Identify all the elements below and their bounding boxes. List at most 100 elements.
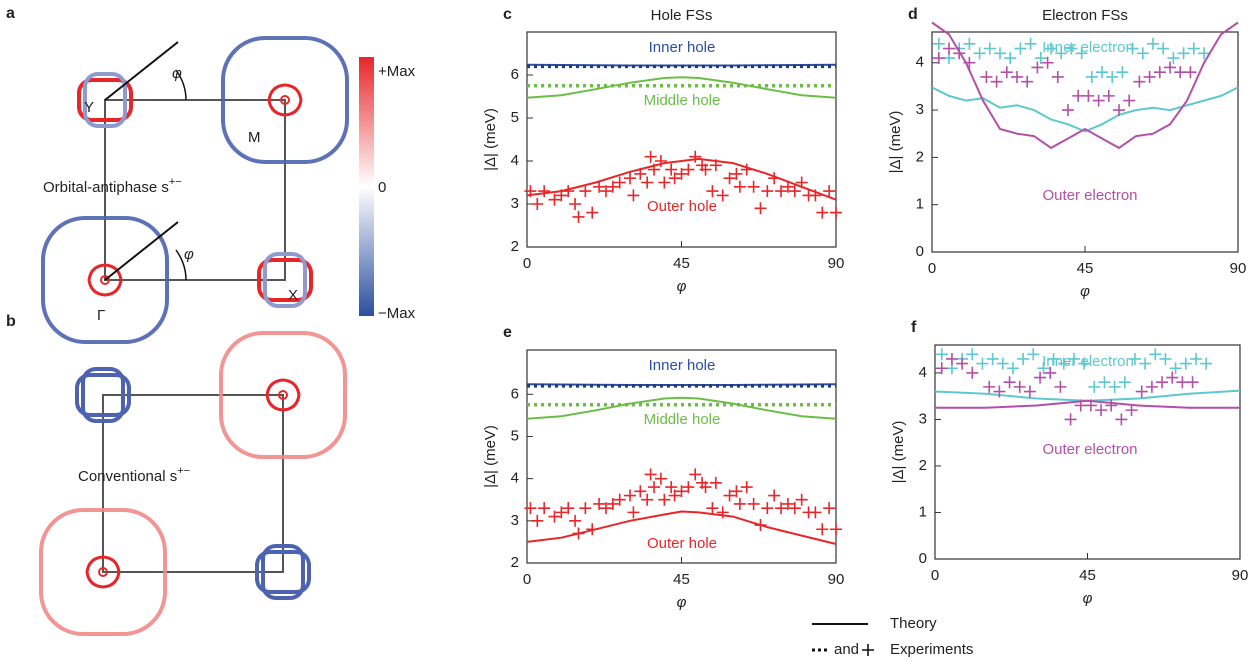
experiment-point: [682, 481, 695, 494]
y-tick-label: 6: [511, 66, 519, 83]
legend-experiment-swatch: [862, 644, 874, 656]
experiment-point: [613, 493, 626, 506]
colorbar-label: 0: [378, 179, 386, 196]
experiment-point: [579, 185, 592, 198]
experiment-point: [723, 489, 736, 502]
caption-text: Conventional s: [78, 468, 177, 485]
experiment-point: [716, 189, 729, 202]
theory-line: [931, 21, 1239, 150]
y-tick-label: 4: [511, 152, 519, 169]
experiment-point: [579, 502, 592, 515]
experiment-point: [675, 167, 688, 180]
experiment-point: [945, 352, 958, 365]
experiment-point: [956, 357, 969, 370]
y-tick-label: 1: [919, 503, 927, 520]
series-label: Inner electron: [1042, 353, 1134, 370]
fermi-pocket: [280, 95, 290, 105]
experiment-point: [740, 163, 753, 176]
experiment-point: [1037, 362, 1050, 375]
experiment-point: [548, 510, 561, 523]
caption: Orbital-antiphase s+−: [43, 176, 182, 196]
chart-title: Electron FSs: [1042, 7, 1128, 24]
experiment-point: [994, 47, 1006, 60]
experiment-point: [830, 206, 842, 219]
x-tick-label: 45: [673, 255, 690, 272]
y-tick-label: 3: [511, 512, 519, 529]
experiment-point: [1064, 413, 1077, 426]
experiment-point: [1057, 357, 1070, 370]
experiment-point: [761, 185, 774, 198]
experiment-point: [1017, 352, 1030, 365]
experiment-point: [963, 37, 976, 50]
experiment-point: [569, 198, 582, 210]
theory-line: [526, 510, 837, 545]
experiment-point: [634, 167, 647, 180]
fermi-pocket: [77, 78, 133, 122]
panel-label: a: [6, 5, 15, 22]
plot-frame: [931, 31, 1239, 253]
fermi-pocket: [265, 378, 301, 412]
fermi-pocket: [75, 373, 131, 417]
fermi-pocket: [83, 72, 127, 128]
experiment-point: [816, 206, 829, 219]
fermi-pocket: [257, 258, 313, 302]
experiment-point: [668, 172, 681, 185]
experiment-point: [953, 47, 966, 60]
y-tick-label: 3: [916, 101, 924, 118]
experiment-point: [1176, 376, 1189, 389]
experiment-point: [1000, 66, 1013, 79]
experiment-point: [990, 75, 1003, 88]
experiment-point: [1118, 376, 1131, 389]
y-axis-label: |Δ| (meV): [482, 425, 499, 488]
caption-superscript: +−: [169, 176, 182, 188]
x-tick-label: 45: [1079, 567, 1096, 584]
caption-text: Orbital-antiphase s: [43, 179, 169, 196]
experiment-point: [1006, 362, 1019, 375]
experiment-point: [1055, 47, 1068, 60]
experiment-point: [555, 189, 568, 202]
angle-label: φ: [172, 65, 182, 82]
experiment-point: [1147, 37, 1159, 50]
experiment-point: [699, 163, 712, 176]
experiment-point: [935, 362, 948, 375]
experiment-point: [1084, 399, 1097, 412]
experiment-point: [993, 385, 1006, 398]
experiment-point: [531, 198, 544, 210]
colorbar: [359, 57, 374, 316]
y-axis-label: |Δ| (meV): [482, 108, 499, 171]
theory-line: [934, 389, 1241, 402]
colorbar-label: −Max: [378, 305, 416, 322]
experiment-point: [935, 348, 948, 361]
fermi-pocket: [39, 508, 167, 636]
experiment-point: [775, 185, 788, 198]
experiment-point: [996, 357, 1009, 370]
experiment-point: [644, 150, 657, 163]
point-label: Γ: [97, 307, 105, 324]
experiment-point: [1092, 94, 1105, 107]
y-tick-label: 0: [919, 550, 927, 567]
y-tick-label: 2: [916, 148, 924, 165]
x-tick-label: 0: [523, 255, 531, 272]
angle-line: [104, 41, 179, 101]
experiment-point: [665, 481, 678, 494]
experiment-point: [562, 185, 575, 198]
theory-line: [526, 157, 837, 201]
experiment-point: [1200, 357, 1213, 370]
experiment-point: [1078, 357, 1091, 370]
experiment-point: [1108, 380, 1121, 393]
experiment-point: [1021, 75, 1034, 88]
theory-line: [931, 86, 1239, 133]
legend-label: and: [834, 641, 859, 658]
experiment-point: [1095, 404, 1108, 417]
fermi-pocket: [255, 550, 311, 594]
experiment-point: [624, 172, 636, 185]
experiment-point: [665, 163, 678, 176]
fermi-pocket: [81, 367, 125, 423]
experiment-point: [1072, 89, 1085, 102]
experiment-point: [562, 502, 575, 515]
series-label: Inner hole: [649, 357, 716, 374]
theory-line: [935, 399, 1240, 409]
experiment-point: [1149, 348, 1162, 361]
experiment-point: [593, 180, 606, 193]
experiment-point: [586, 206, 599, 219]
